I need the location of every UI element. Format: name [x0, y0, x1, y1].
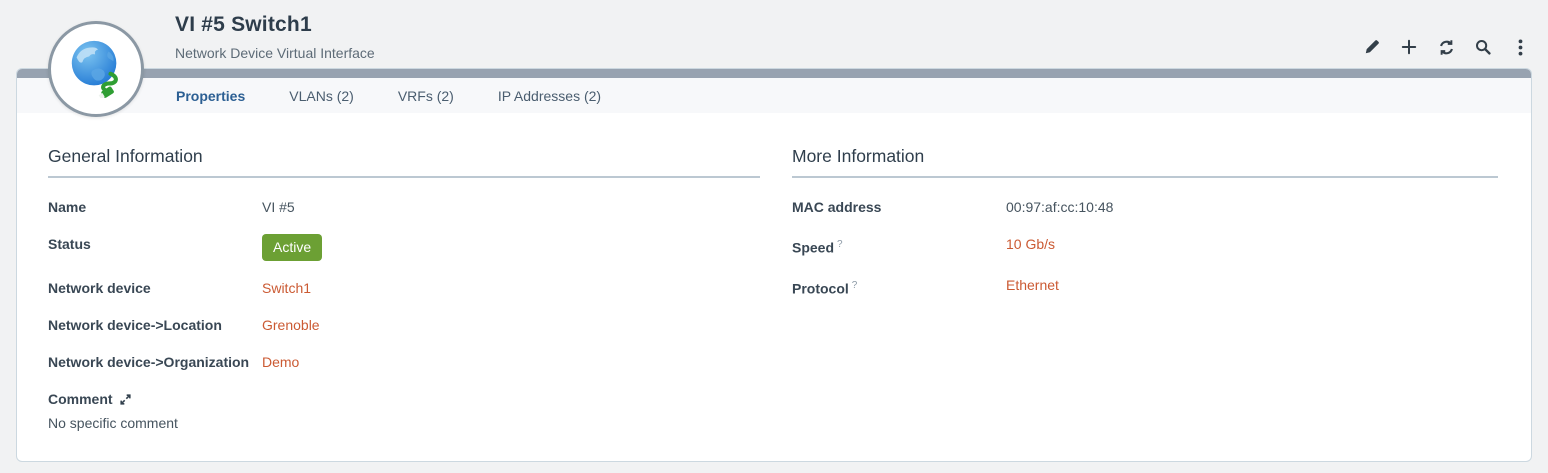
more-button[interactable] — [1511, 38, 1529, 56]
field-list: MAC address 00:97:af:cc:10:48 Speed? 10 Gb/… — [792, 197, 1498, 299]
field-value-link-speed[interactable]: 10 Gb/s — [1006, 236, 1056, 252]
kebab-menu-icon — [1518, 39, 1523, 56]
field-label: Network device->Location — [48, 315, 262, 336]
edit-button[interactable] — [1363, 38, 1381, 56]
pencil-icon — [1364, 39, 1380, 55]
field-label-text: Network device->Location — [48, 317, 222, 333]
search-button[interactable] — [1474, 38, 1492, 56]
field-value-container: VI #5 — [262, 197, 295, 218]
tab-vlans-2[interactable]: VLANs (2) — [289, 87, 354, 104]
help-question-mark[interactable]: ? — [851, 279, 858, 291]
field-value-container: 00:97:af:cc:10:48 — [1006, 197, 1113, 218]
field-value-name: VI #5 — [262, 199, 295, 215]
field-label-text: Protocol — [792, 280, 849, 297]
field-value-link-protocol[interactable]: Ethernet — [1006, 276, 1059, 293]
field-label-text: MAC address — [792, 199, 882, 215]
tab-properties[interactable]: Properties — [176, 87, 246, 104]
field-label: Name — [48, 197, 262, 218]
field-label-text: Status — [48, 236, 91, 252]
tab-ip-addresses-2[interactable]: IP Addresses (2) — [497, 87, 602, 104]
field-row-network-device-location: Network device->Location Grenoble — [48, 315, 760, 336]
field-label-text: Network device — [48, 280, 151, 296]
panel-accent-bar — [17, 69, 1531, 78]
header-title-block: VI #5 Switch1 Network Device Virtual Int… — [175, 13, 375, 61]
object-details-panel: Properties VLANs (2) VRFs (2) IP Addresses … — [16, 68, 1532, 462]
field-label: Status — [48, 234, 262, 255]
field-row-mac-address: MAC address 00:97:af:cc:10:48 — [792, 197, 1498, 218]
field-value-comment: No specific comment — [48, 415, 178, 431]
field-value-link-network-device[interactable]: Switch1 — [262, 280, 312, 296]
field-list: Name VI #5 Status Active Network device Switc… — [48, 197, 760, 434]
field-value-container: Demo — [262, 352, 299, 373]
field-label: Network device — [48, 278, 262, 299]
field-value-container: Switch1 — [262, 278, 311, 299]
field-value-container: Grenoble — [262, 315, 320, 336]
field-value-link-network-device-organization[interactable]: Demo — [262, 354, 300, 370]
section-general-information: General Information Name VI #5 Status Active… — [48, 113, 760, 434]
section-title: More Information — [792, 146, 1498, 178]
plus-icon — [1401, 39, 1417, 55]
search-icon — [1475, 39, 1491, 55]
field-value-link-network-device-location[interactable]: Grenoble — [262, 317, 320, 333]
tab-vrfs-2[interactable]: VRFs (2) — [397, 87, 454, 104]
toolbar — [1363, 38, 1529, 56]
field-label: Comment — [48, 389, 760, 410]
field-label: Network device->Organization — [48, 352, 262, 373]
new-button[interactable] — [1400, 38, 1418, 56]
refresh-button[interactable] — [1437, 38, 1455, 56]
field-value-mac-address: 00:97:af:cc:10:48 — [1006, 199, 1114, 215]
expand-icon[interactable] — [119, 394, 131, 405]
field-row-protocol: Protocol? Ethernet — [792, 275, 1498, 300]
field-value-container: Active — [262, 234, 323, 261]
field-value-container: Ethernet — [1006, 275, 1059, 296]
status-badge: Active — [262, 234, 323, 261]
tab-bar: Properties VLANs (2) VRFs (2) IP Addresses … — [17, 78, 1531, 113]
refresh-icon — [1438, 39, 1455, 56]
field-row-speed: Speed? 10 Gb/s — [792, 234, 1498, 259]
field-label: MAC address — [792, 197, 1006, 218]
field-row-network-device: Network device Switch1 — [48, 278, 760, 299]
field-label: Speed? — [792, 234, 1006, 259]
globe-network-icon — [65, 36, 127, 103]
field-row-comment: Comment No specific comment — [48, 389, 760, 434]
field-label-text: Comment — [48, 391, 113, 407]
section-title: General Information — [48, 146, 760, 178]
field-label-text: Network device->Organization — [48, 354, 250, 370]
page-subtitle: Network Device Virtual Interface — [175, 45, 375, 61]
field-label: Protocol? — [792, 275, 1006, 300]
field-row-status: Status Active — [48, 234, 760, 261]
object-avatar — [48, 21, 144, 117]
field-row-network-device-organization: Network device->Organization Demo — [48, 352, 760, 373]
properties-content: General Information Name VI #5 Status Active… — [17, 113, 1531, 434]
page-title: VI #5 Switch1 — [175, 13, 312, 36]
field-row-name: Name VI #5 — [48, 197, 760, 218]
field-label-text: Speed — [792, 239, 835, 256]
section-more-information: More Information MAC address 00:97:af:cc:1… — [792, 113, 1498, 434]
help-question-mark[interactable]: ? — [837, 239, 843, 250]
field-value-container: 10 Gb/s — [1006, 234, 1055, 255]
field-label-text: Name — [48, 199, 87, 215]
